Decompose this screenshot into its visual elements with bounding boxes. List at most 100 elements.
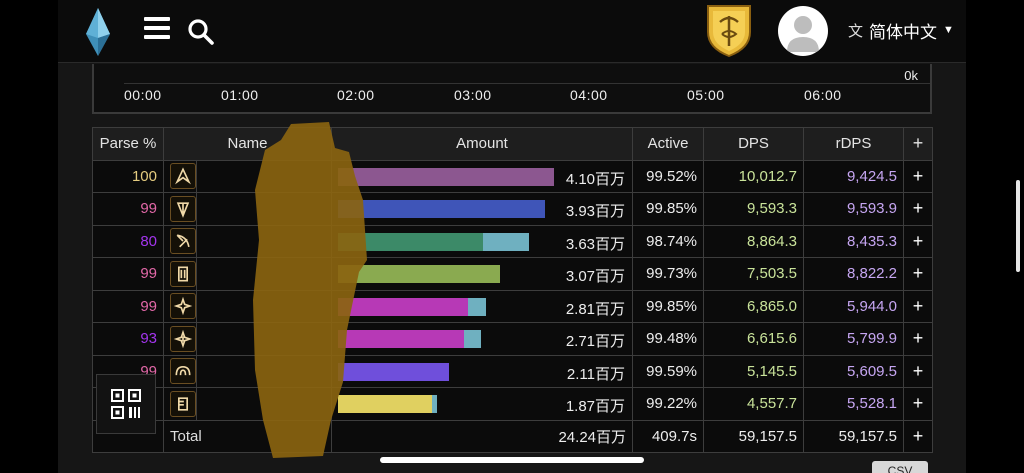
expand-row-button[interactable]: + [903, 257, 934, 291]
amount-cell: 4.10百万 [331, 159, 634, 193]
table-row[interactable]: 99 3.07百万 99.73% 7,503.5 8,822.2 + [92, 257, 934, 291]
qr-code-button[interactable] [96, 374, 156, 434]
active-value: 99.52% [632, 159, 705, 193]
total-dps: 59,157.5 [703, 419, 805, 453]
amount-header[interactable]: Amount [331, 127, 634, 161]
amount-cell: 2.81百万 [331, 289, 634, 323]
timeline-tick-label: 06:00 [804, 87, 842, 103]
timeline-tick-label: 05:00 [687, 87, 725, 103]
table-row[interactable]: 100 4.10百万 99.52% 10,012.7 9,424.5 + [92, 159, 934, 193]
parse-value: 99 [92, 289, 164, 323]
redaction-mark [253, 122, 367, 458]
timeline-tick-label: 03:00 [454, 87, 492, 103]
guild-crest-icon [707, 5, 751, 58]
amount-cell: 2.11百万 [331, 354, 634, 388]
table-row[interactable]: 93 2.71百万 99.48% 6,615.6 5,799.9 + [92, 322, 934, 356]
rdps-header[interactable]: rDPS [803, 127, 905, 161]
summoner-job-icon [170, 358, 196, 385]
table-row[interactable]: 99 3.93百万 99.85% 9,593.3 9,593.9 + [92, 192, 934, 226]
amount-bar-primary [338, 395, 433, 413]
language-selector[interactable]: 文 简体中文 ▼ [848, 18, 954, 42]
add-column-button[interactable]: + [903, 127, 934, 161]
parse-value: 99 [92, 192, 164, 226]
active-value: 98.74% [632, 224, 705, 258]
amount-cell: 3.63百万 [331, 224, 634, 258]
rdps-value: 5,528.1 [803, 387, 905, 421]
expand-row-button[interactable]: + [903, 224, 934, 258]
timeline-tick-label: 01:00 [221, 87, 259, 103]
rdps-value: 9,593.9 [803, 192, 905, 226]
amount-value: 3.93百万 [565, 203, 626, 220]
qr-code-icon [111, 389, 141, 419]
expand-row-button[interactable]: + [903, 322, 934, 356]
home-indicator [380, 457, 644, 463]
amount-bar [338, 362, 450, 381]
active-value: 99.85% [632, 192, 705, 226]
table-row[interactable]: 80 3.63百万 98.74% 8,864.3 8,435.3 + [92, 224, 934, 258]
amount-bar-primary [338, 265, 501, 283]
table-header-row: Parse % Name Amount Active DPS rDPS + [92, 127, 934, 161]
table-row[interactable]: 99 2.11百万 99.59% 5,145.5 5,609.5 + [92, 354, 934, 388]
table-row[interactable]: 1.87百万 99.22% 4,557.7 5,528.1 + [92, 387, 934, 421]
timeline-tick-label: 02:00 [337, 87, 375, 103]
total-row: Total 24.24百万 409.7s 59,157.5 59,157.5 + [92, 419, 934, 453]
rdps-value: 5,799.9 [803, 322, 905, 356]
active-value: 99.48% [632, 322, 705, 356]
timeline-axis [124, 83, 930, 84]
user-avatar-icon[interactable] [778, 6, 828, 56]
menu-button[interactable] [144, 17, 170, 41]
active-value: 99.59% [632, 354, 705, 388]
amount-bar [338, 232, 530, 251]
amount-bar [338, 200, 546, 218]
dps-value: 7,503.5 [703, 257, 805, 291]
dps-value: 8,864.3 [703, 224, 805, 258]
paladin-job-icon [170, 195, 196, 222]
dps-value: 9,593.3 [703, 192, 805, 226]
parse-value: 100 [92, 159, 164, 193]
parse-header[interactable]: Parse % [92, 127, 164, 161]
amount-bar-secondary [468, 297, 487, 316]
expand-row-button[interactable]: + [903, 387, 934, 421]
hamburger-line [144, 17, 170, 21]
table-row[interactable]: 99 2.81百万 99.85% 6,865.0 5,944.0 + [92, 289, 934, 323]
dps-value: 6,615.6 [703, 322, 805, 356]
rdps-value: 8,435.3 [803, 224, 905, 258]
app-window: 文 简体中文 ▼ 0k 00:00 01:00 02:00 03:00 04:00 05:… [58, 0, 966, 473]
job-icon-cell [163, 289, 197, 323]
dps-value: 6,865.0 [703, 289, 805, 323]
expand-row-button[interactable]: + [903, 192, 934, 226]
scrollbar[interactable] [1016, 180, 1020, 272]
dragoon-job-icon [170, 163, 196, 190]
parse-value: 80 [92, 224, 164, 258]
job-icon-cell [163, 322, 197, 356]
crystal-logo-icon[interactable] [86, 8, 110, 56]
active-header[interactable]: Active [632, 127, 705, 161]
expand-row-button[interactable]: + [903, 159, 934, 193]
active-value: 99.22% [632, 387, 705, 421]
timeline-tick-label: 00:00 [124, 87, 162, 103]
job-icon-cell [163, 159, 197, 193]
amount-bar [338, 330, 482, 348]
amount-bar-primary [338, 330, 465, 348]
csv-button[interactable]: CSV [872, 461, 928, 473]
dps-value: 5,145.5 [703, 354, 805, 388]
active-value: 99.85% [632, 289, 705, 323]
job-icon-cell [163, 354, 197, 388]
total-expand-button[interactable]: + [903, 419, 934, 453]
dps-value: 10,012.7 [703, 159, 805, 193]
job-icon-cell [163, 387, 197, 421]
amount-bar [338, 395, 438, 413]
amount-bar [338, 167, 555, 186]
expand-row-button[interactable]: + [903, 289, 934, 323]
search-icon[interactable] [187, 18, 215, 46]
amount-bar [338, 265, 501, 283]
job-icon-cell [163, 257, 197, 291]
dps-header[interactable]: DPS [703, 127, 805, 161]
language-label: 简体中文 [869, 22, 938, 42]
total-amount: 24.24百万 [331, 419, 634, 453]
parse-value: 99 [92, 257, 164, 291]
rdps-value: 9,424.5 [803, 159, 905, 193]
hamburger-line [144, 35, 170, 39]
amount-value: 4.10百万 [565, 170, 626, 188]
expand-row-button[interactable]: + [903, 354, 934, 388]
